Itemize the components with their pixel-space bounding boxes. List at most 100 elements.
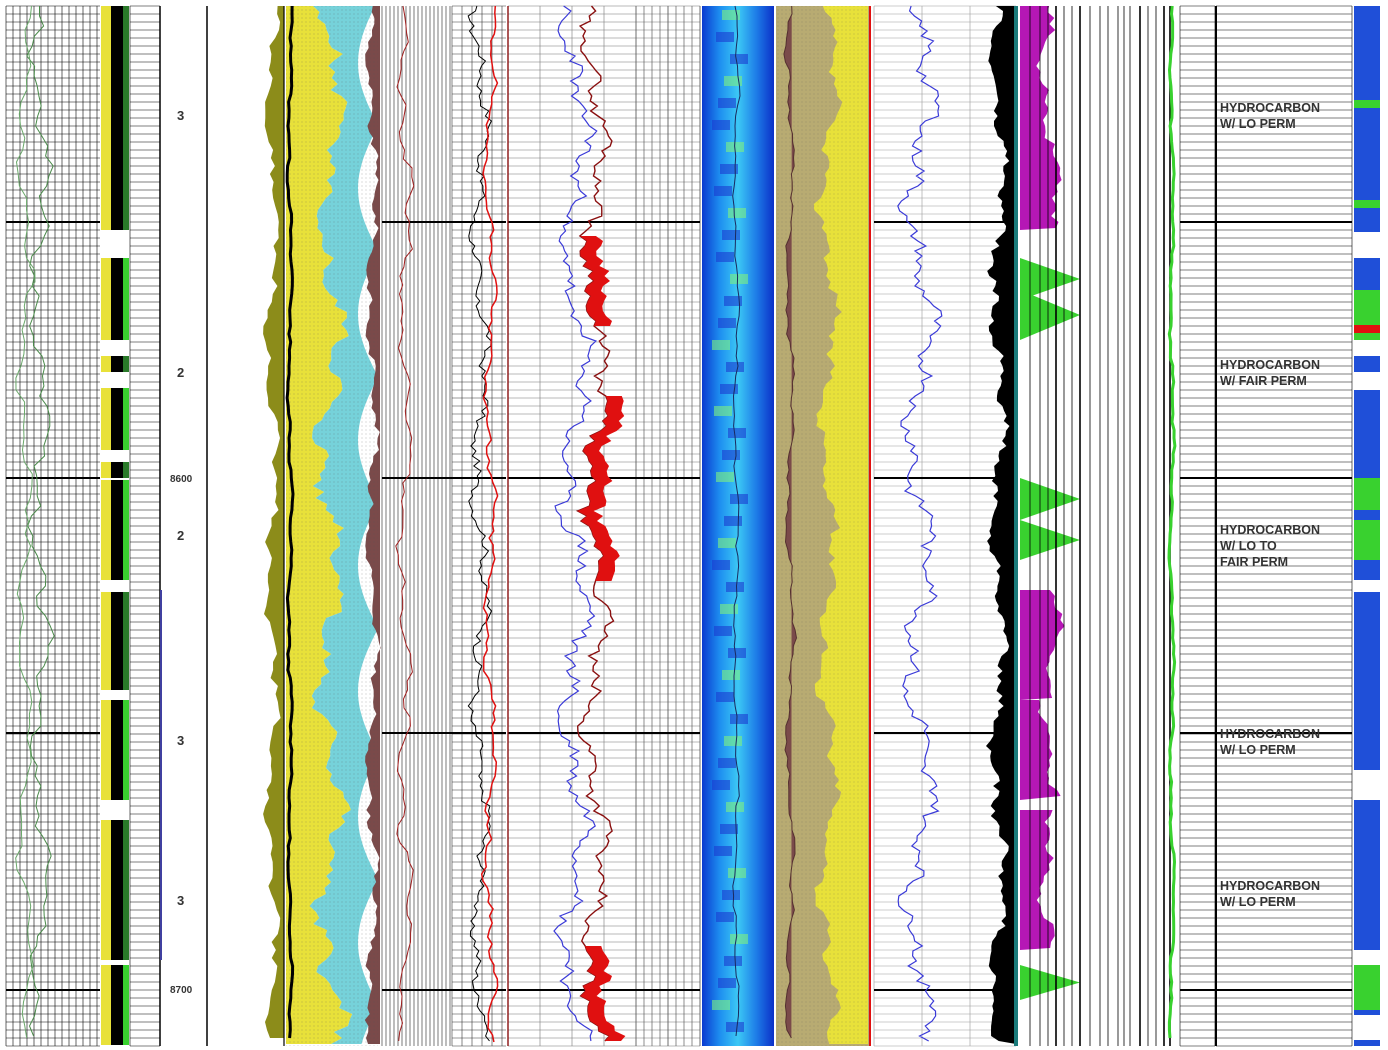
image-patch — [728, 208, 746, 218]
pay-black — [111, 356, 123, 372]
image-patch — [726, 802, 744, 812]
image-patch — [728, 648, 746, 658]
image-patch — [712, 560, 730, 570]
pay-sand — [101, 258, 111, 340]
image-patch — [720, 384, 738, 394]
zone-rating: 3 — [177, 733, 184, 748]
curve — [897, 5, 943, 1042]
olive-fill — [263, 6, 284, 1038]
track-saturation — [776, 5, 871, 1046]
gas-fill — [1020, 810, 1055, 950]
flag-green — [1354, 520, 1380, 560]
flag-white — [1354, 580, 1380, 592]
pay-black — [111, 592, 123, 690]
flag-white — [1354, 372, 1380, 390]
zone-rating: 2 — [177, 365, 184, 380]
image-patch — [718, 318, 736, 328]
zone-rating: 3 — [177, 893, 184, 908]
pay-black — [111, 258, 123, 340]
track-pay-flag — [101, 5, 162, 1047]
interpretation-line: HYDROCARBON — [1220, 727, 1320, 741]
resistivity-fill — [577, 396, 625, 581]
curve — [783, 5, 798, 1039]
image-patch — [724, 956, 742, 966]
image-patch — [728, 868, 746, 878]
image-patch — [714, 186, 732, 196]
image-patch — [722, 230, 740, 240]
perm-spike — [1020, 258, 1080, 300]
image-patch — [730, 934, 748, 944]
interpretation-line: W/ LO PERM — [1220, 117, 1296, 131]
pay-black — [111, 820, 123, 960]
interpretation-line: W/ LO TO — [1220, 539, 1277, 553]
interpretation-line: W/ FAIR PERM — [1220, 374, 1307, 388]
track-permeability — [1029, 5, 1177, 1046]
curve — [732, 5, 741, 1037]
image-patch — [716, 912, 734, 922]
image-patch — [730, 714, 748, 724]
texture — [286, 6, 378, 1046]
image-patch — [714, 846, 732, 856]
pay-green — [123, 462, 129, 478]
perm-spike — [1020, 290, 1080, 340]
pay-green — [123, 6, 129, 230]
zone-rating: 2 — [177, 528, 184, 543]
image-patch — [726, 582, 744, 592]
curve — [480, 5, 499, 1043]
pay-green — [123, 388, 129, 450]
curve — [395, 5, 415, 1042]
curve — [15, 5, 36, 1039]
image-patch — [716, 32, 734, 42]
perm-spike — [1020, 965, 1080, 1000]
image-patch — [726, 1022, 744, 1032]
image-patch — [730, 274, 748, 284]
pay-green — [123, 258, 129, 340]
pay-black — [111, 388, 123, 450]
image-patch — [720, 824, 738, 834]
pay-green — [123, 965, 129, 1045]
depth-label-8700: 8700 — [170, 985, 193, 996]
curve — [1167, 5, 1177, 1039]
flag-green — [1354, 965, 1380, 1010]
image-patch — [722, 10, 740, 20]
pay-black — [111, 480, 123, 580]
pay-sand — [101, 6, 111, 230]
flag-white — [1354, 770, 1380, 800]
pay-green — [123, 820, 129, 960]
perm-spike — [1020, 478, 1080, 520]
pay-sand — [101, 965, 111, 1045]
image-patch — [712, 1000, 730, 1010]
interpretation-line: FAIR PERM — [1220, 555, 1288, 569]
resistivity-fill — [579, 236, 612, 326]
image-patch — [718, 538, 736, 548]
image-patch — [714, 626, 732, 636]
image-patch — [718, 978, 736, 988]
image-patch — [726, 362, 744, 372]
image-patch — [724, 736, 742, 746]
interpretation-line: HYDROCARBON — [1220, 879, 1320, 893]
pay-black — [111, 700, 123, 800]
curve — [285, 5, 295, 1039]
track-gamma-curve — [873, 5, 1016, 1047]
curve — [553, 5, 598, 1042]
curve — [467, 5, 493, 1042]
track-image-log — [702, 5, 774, 1046]
track-volumetric — [263, 5, 381, 1046]
pay-black — [111, 462, 123, 478]
track-hydrocarbon-gas — [986, 6, 1080, 1046]
image-patch — [722, 450, 740, 460]
labels-layer: 8600 8700 3 2 2 3 3 HYDROCARBON W/ LO PE… — [170, 101, 1320, 996]
image-patch — [730, 494, 748, 504]
image-patch — [718, 758, 736, 768]
interpretation-line: W/ LO PERM — [1220, 743, 1296, 757]
pay-sand — [101, 356, 111, 372]
flag-red — [1354, 325, 1380, 333]
pay-sand — [101, 820, 111, 960]
flag-white — [1354, 1015, 1380, 1040]
image-patch — [716, 472, 734, 482]
hydrocarbon-fill — [986, 6, 1016, 1044]
pay-green — [123, 480, 129, 580]
image-patch — [716, 692, 734, 702]
interpretation-line: HYDROCARBON — [1220, 101, 1320, 115]
